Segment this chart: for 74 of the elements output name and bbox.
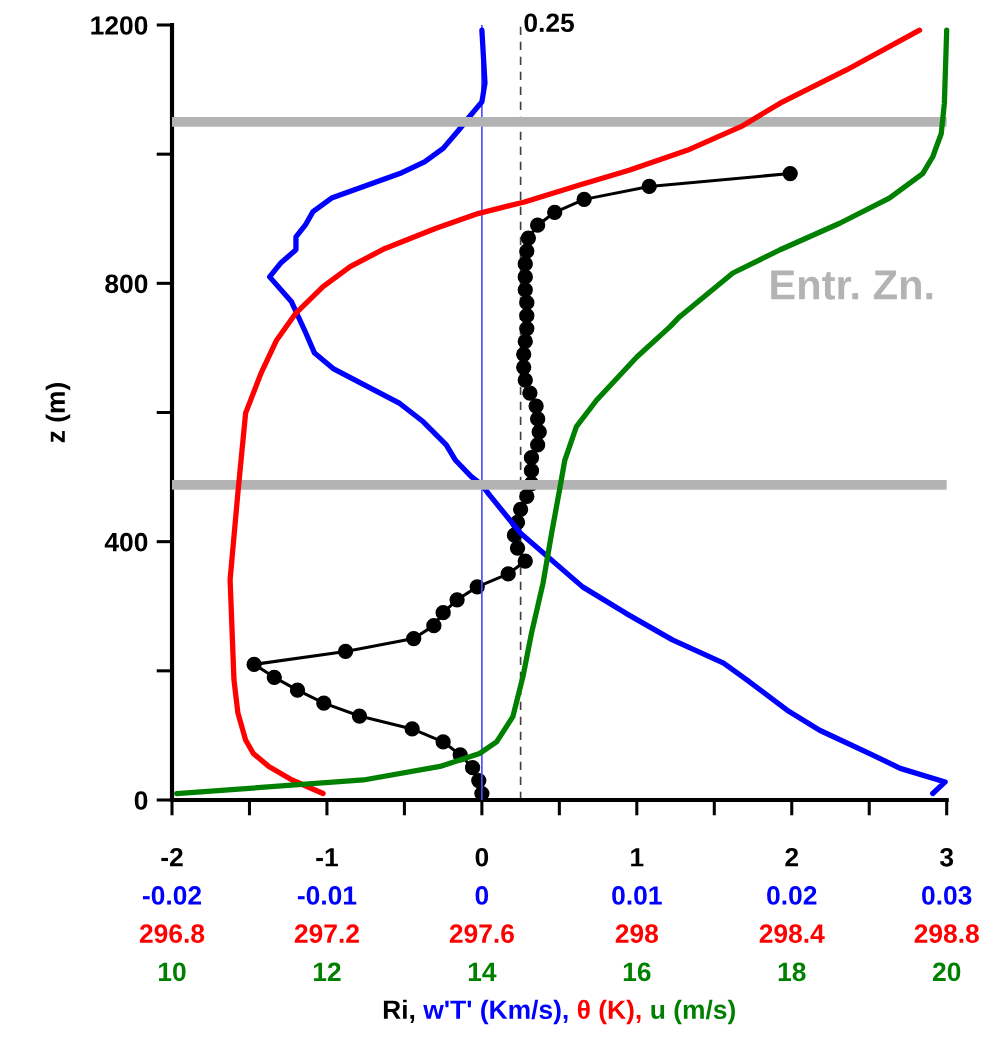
x-tick-label: 10 <box>158 962 186 982</box>
point <box>531 424 547 440</box>
point <box>519 320 535 337</box>
point <box>517 269 533 285</box>
point <box>530 437 546 453</box>
x-tick-label: 2 <box>785 847 799 867</box>
x-tick-label: 16 <box>623 962 651 982</box>
x2-tick-label: 0.01 <box>612 886 662 905</box>
x2-tick-label: -0.01 <box>297 886 357 905</box>
point <box>512 501 529 518</box>
x-tick-label: -2 <box>161 847 183 867</box>
x-tick-label: 12 <box>313 962 341 981</box>
x-tick-label: 298.8 <box>914 924 979 943</box>
point <box>500 566 516 582</box>
point <box>351 708 368 724</box>
point <box>449 592 465 608</box>
point <box>246 656 262 673</box>
point <box>517 553 533 569</box>
point <box>289 682 306 698</box>
point <box>523 450 540 466</box>
point <box>530 411 546 427</box>
point <box>576 191 592 208</box>
y-tick-label: 0 <box>134 791 148 810</box>
x-tick-label: 296.8 <box>139 924 205 943</box>
point <box>517 282 533 298</box>
x-tick-label: -1 <box>316 848 338 867</box>
point <box>516 346 532 363</box>
x-tick-label: 14 <box>468 962 497 981</box>
ref-line-label: 0.25 <box>524 13 575 33</box>
point <box>782 165 798 182</box>
point <box>426 617 442 634</box>
point <box>530 217 546 233</box>
x-axis-title: Ri, w'T' (Km/s), θ (K), u (m/s) <box>383 999 735 1025</box>
x-tick-label: 0 <box>475 847 489 867</box>
point <box>517 372 533 388</box>
x-tick-label: 18 <box>778 962 806 982</box>
x2-tick-label: -0.02 <box>142 886 202 905</box>
point <box>522 385 538 401</box>
y-tick-label: 800 <box>105 274 148 294</box>
point <box>519 243 535 259</box>
x-tick-label: 298 <box>615 924 659 943</box>
point <box>517 256 533 272</box>
point <box>516 359 532 375</box>
point <box>517 333 533 350</box>
point <box>519 295 535 311</box>
point <box>519 488 535 505</box>
point <box>464 760 481 776</box>
y-tick-label: 1200 <box>91 16 148 35</box>
point <box>523 462 540 479</box>
x-tick-label: 297.2 <box>294 924 359 943</box>
point <box>509 540 526 556</box>
x2-tick-label: 0.03 <box>922 886 972 905</box>
point <box>435 605 451 621</box>
point <box>641 178 657 195</box>
point <box>406 630 422 647</box>
point <box>316 695 332 711</box>
x-tick-label: 297.6 <box>449 924 514 943</box>
x-tick-label: 298.4 <box>759 924 825 943</box>
x-tick-label: 1 <box>631 848 644 867</box>
point <box>547 204 563 220</box>
annotation: Entr. Zn. <box>771 270 933 300</box>
point <box>337 643 354 660</box>
x2-tick-label: 0 <box>475 886 489 905</box>
point <box>404 721 420 737</box>
point <box>266 669 282 685</box>
y-tick-label: 400 <box>104 532 148 552</box>
point <box>528 398 544 414</box>
point <box>435 734 451 750</box>
x-tick-label: 3 <box>939 847 954 867</box>
x-tick-label: 20 <box>932 962 961 982</box>
point <box>519 307 535 324</box>
x2-tick-label: 0.02 <box>767 886 817 905</box>
point <box>520 230 537 246</box>
y-axis-title: z (m) <box>45 383 71 443</box>
